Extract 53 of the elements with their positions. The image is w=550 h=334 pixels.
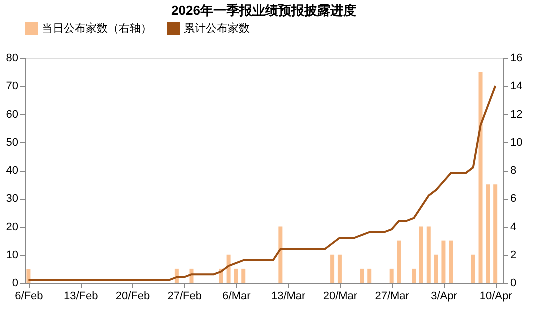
legend-label: 累计公布家数 — [184, 22, 250, 35]
bar — [368, 268, 372, 283]
y-tick-label: 40 — [6, 165, 18, 177]
y2-tick-label: 16 — [510, 52, 523, 64]
y-tick-label: 70 — [6, 80, 18, 93]
bar — [278, 226, 283, 283]
x-tick-label: 13/Mar — [271, 290, 306, 302]
y2-tick-label: 14 — [510, 80, 523, 93]
bar — [26, 268, 31, 283]
bar — [494, 184, 498, 283]
y2-tick-label: 12 — [510, 108, 523, 121]
y-tick-label: 0 — [12, 278, 18, 290]
y2-tick-label: 10 — [510, 136, 523, 149]
bar — [338, 254, 342, 283]
y2-tick-label: 8 — [510, 165, 517, 177]
bar — [360, 268, 364, 283]
x-tick-label: 10/Apr — [480, 290, 513, 302]
y-tick-label: 10 — [6, 249, 18, 262]
bar — [471, 254, 476, 283]
line-series — [28, 85, 497, 282]
y2-tick-label: 2 — [510, 249, 517, 262]
bar — [486, 184, 490, 283]
y-tick-label: 50 — [6, 136, 18, 149]
legend-label: 当日公布家数（右轴） — [42, 22, 152, 35]
x-tick-label: 6/Mar — [222, 290, 252, 302]
bar — [419, 226, 424, 283]
bar — [397, 240, 402, 283]
y2-tick-label: 0 — [510, 278, 517, 290]
bar — [242, 268, 246, 283]
x-tick-label: 27/Feb — [168, 290, 202, 302]
bar — [234, 268, 238, 283]
bar — [449, 240, 454, 283]
chart-title: 2026年一季报业绩预报披露进度 — [172, 3, 356, 18]
bar — [226, 254, 231, 283]
bar — [426, 226, 431, 283]
bar — [434, 254, 438, 283]
x-tick-label: 3/Apr — [431, 290, 458, 302]
bar — [390, 268, 394, 283]
x-tick-label: 13/Feb — [64, 290, 98, 302]
bar — [478, 72, 483, 283]
x-tick-label: 6/Feb — [15, 290, 44, 302]
y2-tick-label: 4 — [510, 221, 517, 234]
y-tick-label: 30 — [6, 193, 18, 206]
x-tick-label: 20/Feb — [116, 290, 150, 302]
y-tick-label: 80 — [6, 52, 18, 64]
y-tick-label: 60 — [6, 108, 18, 121]
x-tick-label: 27/Mar — [375, 290, 410, 302]
x-tick-label: 20/Mar — [323, 290, 358, 302]
bar — [330, 254, 335, 283]
y-tick-label: 20 — [6, 221, 18, 234]
bar — [442, 240, 446, 283]
y2-tick-label: 6 — [510, 193, 517, 206]
bar — [412, 268, 416, 283]
